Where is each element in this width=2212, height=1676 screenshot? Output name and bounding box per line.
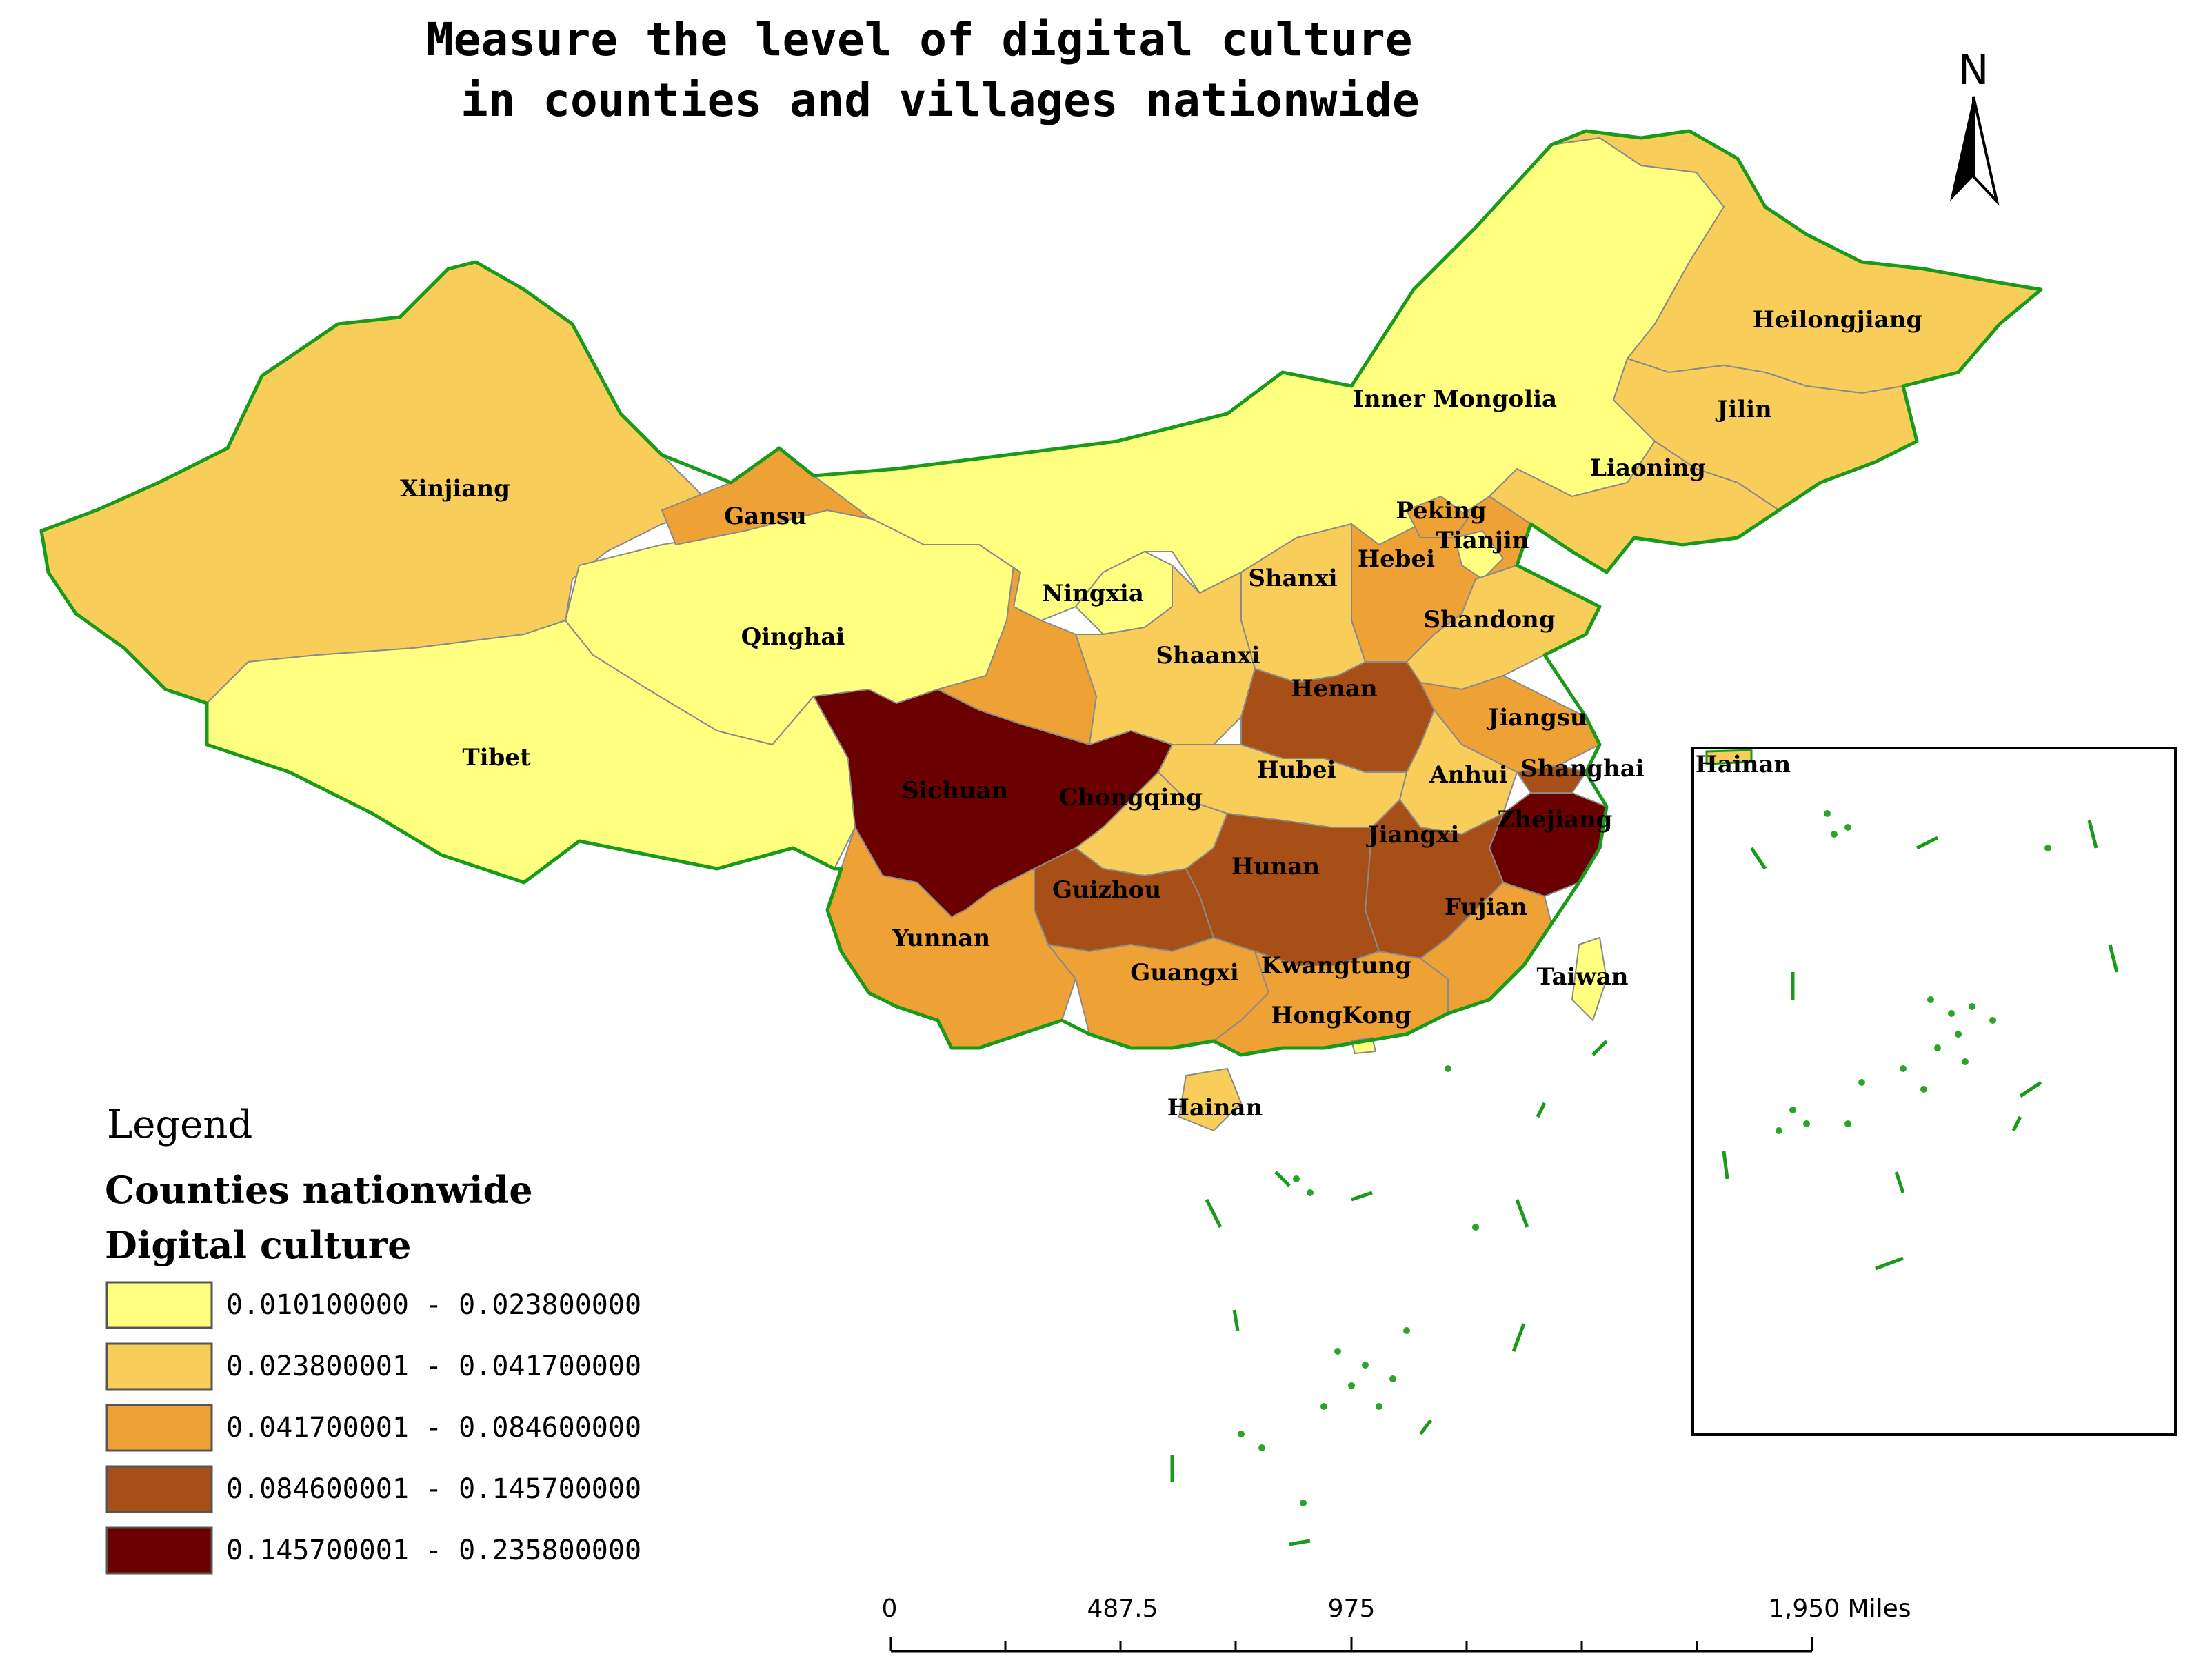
scale-tick-2: 975 <box>1328 1595 1376 1623</box>
legend-rows: 0.010100000 - 0.023800000 0.023800001 - … <box>105 1281 641 1575</box>
label-shanxi: Shanxi <box>1248 565 1337 592</box>
label-jilin: Jilin <box>1715 396 1772 423</box>
province-taiwan[interactable] <box>1571 936 1608 1022</box>
scale-tick-3: 1,950 Miles <box>1769 1595 1911 1623</box>
province-shanghai[interactable] <box>1516 764 1587 794</box>
inset-hainan-shape <box>1705 749 1753 765</box>
label-guizhou: Guizhou <box>1052 876 1161 904</box>
label-shaanxi: Shaanxi <box>1156 642 1260 669</box>
label-tibet: Tibet <box>462 744 531 771</box>
province-hainan[interactable] <box>1178 1067 1243 1132</box>
label-zhejiang: Zhejiang <box>1498 806 1613 834</box>
north-arrow-icon: N <box>1950 46 2000 206</box>
coastline <box>39 129 2043 1057</box>
label-heilongjiang: Heilongjiang <box>1753 306 1923 334</box>
inset-label-hainan: Hainan <box>1696 751 1791 778</box>
label-taiwan: Taiwan <box>1536 963 1628 991</box>
label-ningxia: Ningxia <box>1042 580 1144 607</box>
label-henan: Henan <box>1291 675 1377 703</box>
label-liaoning: Liaoning <box>1590 454 1706 482</box>
label-peking: Peking <box>1396 497 1486 525</box>
label-hunan: Hunan <box>1231 853 1320 880</box>
label-xinjiang: Xinjiang <box>400 475 510 503</box>
legend-row: 0.041700001 - 0.084600000 <box>105 1404 641 1452</box>
legend-layer-name: Counties nationwide <box>105 1168 533 1212</box>
legend-row: 0.145700001 - 0.235800000 <box>105 1526 641 1575</box>
inset-frame <box>1691 747 2177 1436</box>
label-shandong: Shandong <box>1424 606 1556 634</box>
label-sichuan: Sichuan <box>902 777 1008 805</box>
province-tianjin[interactable] <box>1454 529 1505 580</box>
province-labels: Xinjiang Tibet Qinghai Gansu Inner Mongo… <box>400 306 1922 1122</box>
label-inner-mongolia: Inner Mongolia <box>1353 385 1557 413</box>
south-china-sea-islands <box>1170 1040 1608 1546</box>
map-title-line-2: in counties and villages nationwide <box>461 74 1420 127</box>
legend-row: 0.084600001 - 0.145700000 <box>105 1465 641 1513</box>
label-jiangxi: Jiangxi <box>1366 821 1460 849</box>
legend-swatch <box>105 1404 213 1452</box>
label-fujian: Fujian <box>1445 893 1527 921</box>
inset-map: Hainan <box>1691 747 2177 1436</box>
label-hainan: Hainan <box>1167 1094 1263 1122</box>
legend-range-label: 0.084600001 - 0.145700000 <box>226 1473 641 1505</box>
label-anhui: Anhui <box>1429 761 1508 789</box>
north-arrow-label: N <box>1958 46 1989 94</box>
legend-swatch <box>105 1526 213 1575</box>
legend-range-label: 0.010100000 - 0.023800000 <box>226 1289 641 1321</box>
label-gansu: Gansu <box>724 503 807 530</box>
label-guangxi: Guangxi <box>1130 959 1239 987</box>
legend-heading: Legend <box>107 1102 252 1147</box>
legend-swatch <box>105 1465 213 1513</box>
province-peking[interactable] <box>1405 495 1470 538</box>
scale-tick-1: 487.5 <box>1087 1595 1158 1623</box>
inset-islands <box>1722 810 2119 1271</box>
legend-field-name: Digital culture <box>105 1223 412 1267</box>
scale-tick-0: 0 <box>882 1595 898 1623</box>
label-hongkong: HongKong <box>1271 1002 1411 1029</box>
province-layer <box>40 130 2043 1132</box>
legend-swatch <box>105 1281 213 1329</box>
legend-swatch <box>105 1342 213 1391</box>
label-hebei: Hebei <box>1358 545 1435 573</box>
legend-row: 0.023800001 - 0.041700000 <box>105 1342 641 1391</box>
legend: Legend Counties nationwide Digital cultu… <box>105 1102 641 1575</box>
legend-range-label: 0.145700001 - 0.235800000 <box>226 1535 641 1566</box>
label-kwangtung: Kwangtung <box>1261 952 1411 980</box>
label-hubei: Hubei <box>1256 756 1336 784</box>
label-yunnan: Yunnan <box>892 925 990 952</box>
legend-range-label: 0.023800001 - 0.041700000 <box>226 1351 641 1382</box>
scale-bar: 0 487.5 975 1,950 Miles <box>882 1595 1911 1653</box>
map-title-line-1: Measure the level of digital culture <box>426 13 1412 66</box>
label-shanghai: Shanghai <box>1520 755 1645 783</box>
legend-row: 0.010100000 - 0.023800000 <box>105 1281 641 1329</box>
label-tianjin: Tianjin <box>1436 527 1529 554</box>
legend-range-label: 0.041700001 - 0.084600000 <box>226 1412 641 1444</box>
scale-bar-line <box>889 1637 1813 1653</box>
label-chongqing: Chongqing <box>1059 784 1203 811</box>
label-jiangsu: Jiangsu <box>1486 704 1587 731</box>
label-qinghai: Qinghai <box>741 623 845 651</box>
